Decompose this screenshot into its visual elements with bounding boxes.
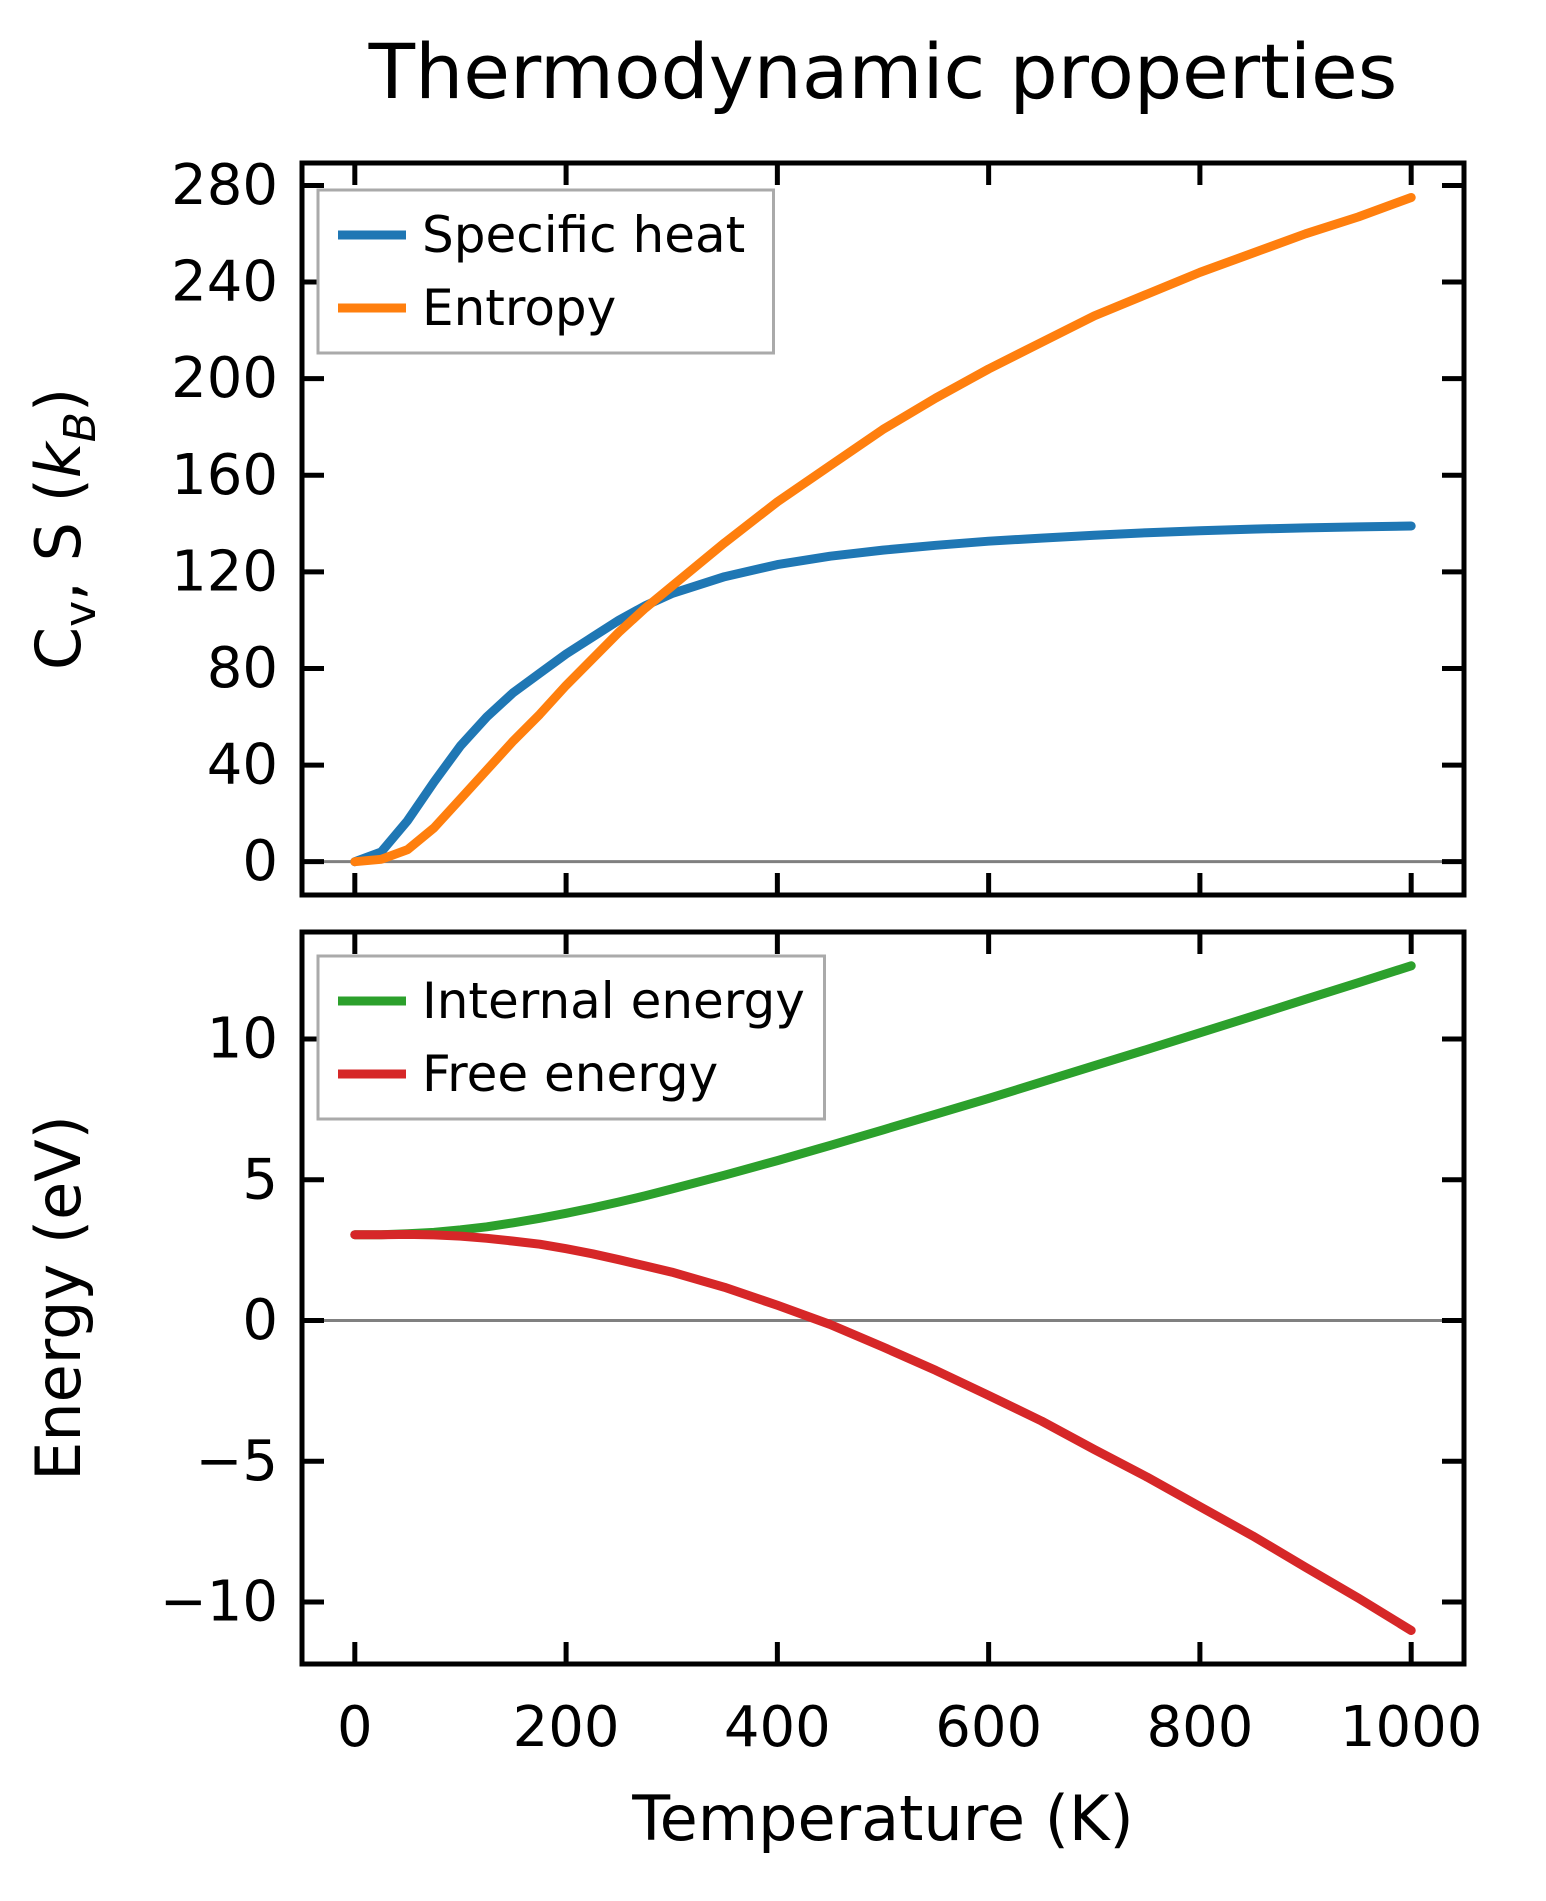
curve-specific-heat <box>350 521 1416 867</box>
legend-label-free-energy: Free energy <box>422 1045 718 1103</box>
x-tick-label: 600 <box>935 1695 1042 1760</box>
legend: Specific heat Entropy <box>316 188 775 355</box>
y-axis-label: Energy (eV) <box>22 1115 95 1481</box>
y-tick-label: 0 <box>242 829 278 894</box>
y-tick-label: 120 <box>171 539 278 604</box>
y-tick-label: 160 <box>171 443 278 508</box>
y-axis-label: Cv, S (kB) <box>22 388 106 670</box>
y-tick-label: −10 <box>160 1570 278 1635</box>
x-tick-label: 400 <box>724 1695 831 1760</box>
plot-thermo: 0 40 80 120 160 200 240 280 Cv, S (kB) <box>22 153 1467 898</box>
axes-spines <box>299 929 1467 1667</box>
curve-free-energy <box>350 1229 1416 1635</box>
legend-label-specific-heat: Specific heat <box>422 206 745 264</box>
chart-title: Thermodynamic properties <box>368 27 1398 116</box>
y-tick-label: 0 <box>242 1288 278 1353</box>
plot-energy: 0 200 400 600 800 1000 10 5 0 −5 −10 Temperature (K… <box>22 929 1483 1855</box>
x-tick-label: 0 <box>337 1695 373 1760</box>
y-tick-label: 5 <box>242 1147 278 1212</box>
x-tick-label: 800 <box>1146 1695 1253 1760</box>
y-tick-label: 200 <box>171 346 278 411</box>
y-tick-label: 280 <box>171 153 278 218</box>
legend-label-entropy: Entropy <box>422 279 616 337</box>
axes-spines <box>299 160 1467 898</box>
x-tick-label: 200 <box>513 1695 620 1760</box>
x-tick-label: 1000 <box>1340 1695 1483 1760</box>
curve-internal-energy <box>350 961 1416 1240</box>
curve-entropy <box>350 193 1416 867</box>
legend-label-internal-energy: Internal energy <box>422 972 805 1030</box>
legend: Internal energy Free energy <box>316 954 826 1121</box>
y-tick-label: 240 <box>171 250 278 315</box>
legend-box <box>316 188 775 355</box>
legend-box <box>316 954 826 1121</box>
y-tick-label: −5 <box>195 1429 278 1494</box>
y-tick-label: 80 <box>207 636 278 701</box>
x-axis-label: Temperature (K) <box>631 1782 1133 1855</box>
y-tick-label: 10 <box>207 1006 278 1071</box>
y-tick-label: 40 <box>207 733 278 798</box>
